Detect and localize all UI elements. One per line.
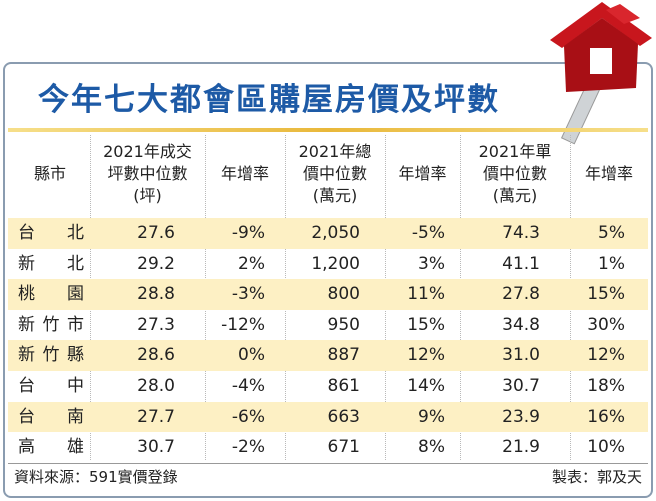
header-cell: 年增率: [584, 164, 633, 183]
header-cell: 年增率: [220, 164, 269, 183]
title-underline: [8, 128, 648, 132]
frame: [3, 62, 653, 498]
city: 新北: [18, 253, 84, 274]
row-highlight: [8, 279, 648, 310]
value: -3%: [231, 284, 265, 305]
value: 861: [327, 376, 360, 396]
value: 27.8: [502, 284, 540, 305]
header-cell: (坪): [133, 186, 162, 205]
value: 34.8: [502, 314, 540, 335]
value: 15%: [407, 314, 445, 335]
value: 8%: [418, 437, 445, 458]
value: 41.1: [502, 253, 540, 274]
value: 950: [327, 314, 360, 335]
city: 台南: [18, 406, 84, 427]
title: 今年七大都會區購屋房價及坪數: [38, 82, 500, 118]
value: 0%: [238, 345, 265, 366]
value: 3%: [418, 253, 445, 274]
value: 30.7: [137, 437, 175, 458]
value: -12%: [221, 314, 265, 335]
value: 12%: [587, 345, 625, 366]
value: 28.6: [137, 345, 175, 366]
header-cell: 價中位數: [302, 164, 367, 183]
city: 新竹市: [18, 314, 84, 335]
value: 31.0: [502, 345, 540, 366]
value: 28.8: [137, 284, 175, 305]
value: -5%: [411, 223, 445, 243]
value: 30%: [587, 314, 625, 335]
value: 9%: [418, 406, 445, 427]
value: 671: [327, 437, 360, 458]
city: 台中: [18, 376, 84, 396]
source: 資料來源：591實價登錄: [14, 468, 178, 486]
value: 27.6: [137, 223, 175, 243]
value: 5%: [598, 223, 625, 243]
value: 18%: [587, 376, 625, 396]
value: 2%: [238, 253, 265, 274]
value: -6%: [231, 406, 265, 427]
value: 14%: [407, 376, 445, 396]
value: 10%: [587, 437, 625, 458]
house-key-icon: [550, 2, 652, 145]
header-cell: 2021年單: [478, 142, 552, 161]
row-highlight: [8, 340, 648, 371]
row-highlight: [8, 401, 648, 433]
value: -4%: [231, 376, 265, 396]
value: 15%: [587, 284, 625, 305]
footer-line: [8, 463, 648, 464]
city: 新竹縣: [18, 345, 84, 366]
header-cell: (萬元): [312, 186, 358, 205]
value: 887: [327, 345, 360, 366]
header-cell: 2021年成交: [103, 142, 192, 161]
header-cell: (萬元): [492, 186, 538, 205]
city: 高雄: [18, 437, 84, 458]
value: 23.9: [502, 406, 540, 427]
value: 21.9: [502, 437, 540, 458]
value: 800: [327, 284, 360, 305]
row-highlight: [8, 218, 648, 249]
header-cell: 縣市: [33, 164, 66, 183]
value: 29.2: [137, 253, 175, 274]
value: 663: [327, 406, 360, 427]
header-cell: 價中位數: [482, 164, 547, 183]
value: 1%: [598, 253, 625, 274]
value: 16%: [587, 406, 625, 427]
value: -9%: [231, 223, 265, 243]
value: 1,200: [311, 253, 360, 274]
header-cell: 坪數中位數: [107, 164, 188, 183]
value: 30.7: [502, 376, 540, 396]
value: -2%: [231, 437, 265, 458]
value: 27.3: [137, 314, 175, 335]
value: 2,050: [311, 223, 360, 243]
city: 台北: [18, 223, 84, 243]
value: 11%: [407, 284, 445, 305]
credit: 製表：郭及天: [551, 468, 642, 486]
value: 27.7: [137, 406, 175, 427]
city: 桃園: [18, 284, 84, 305]
value: 74.3: [502, 223, 540, 243]
value: 28.0: [137, 376, 175, 396]
header-cell: 2021年總: [298, 142, 372, 161]
value: 12%: [407, 345, 445, 366]
header-cell: 年增率: [398, 164, 447, 183]
